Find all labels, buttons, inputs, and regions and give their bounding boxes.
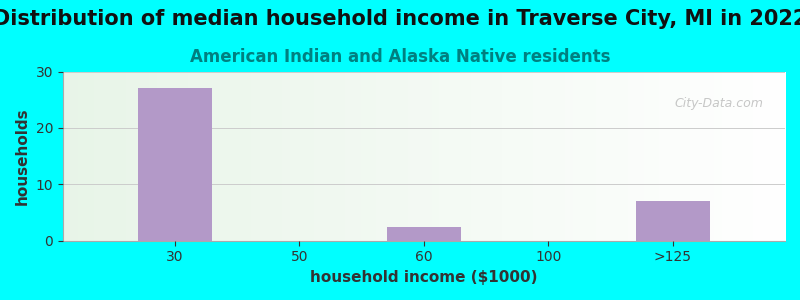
Text: City-Data.com: City-Data.com <box>674 97 763 110</box>
Bar <box>636 201 710 241</box>
Text: Distribution of median household income in Traverse City, MI in 2022: Distribution of median household income … <box>0 9 800 29</box>
Bar <box>386 226 462 241</box>
Bar <box>138 88 212 241</box>
Y-axis label: households: households <box>15 107 30 205</box>
Text: American Indian and Alaska Native residents: American Indian and Alaska Native reside… <box>190 48 610 66</box>
X-axis label: household income ($1000): household income ($1000) <box>310 270 538 285</box>
